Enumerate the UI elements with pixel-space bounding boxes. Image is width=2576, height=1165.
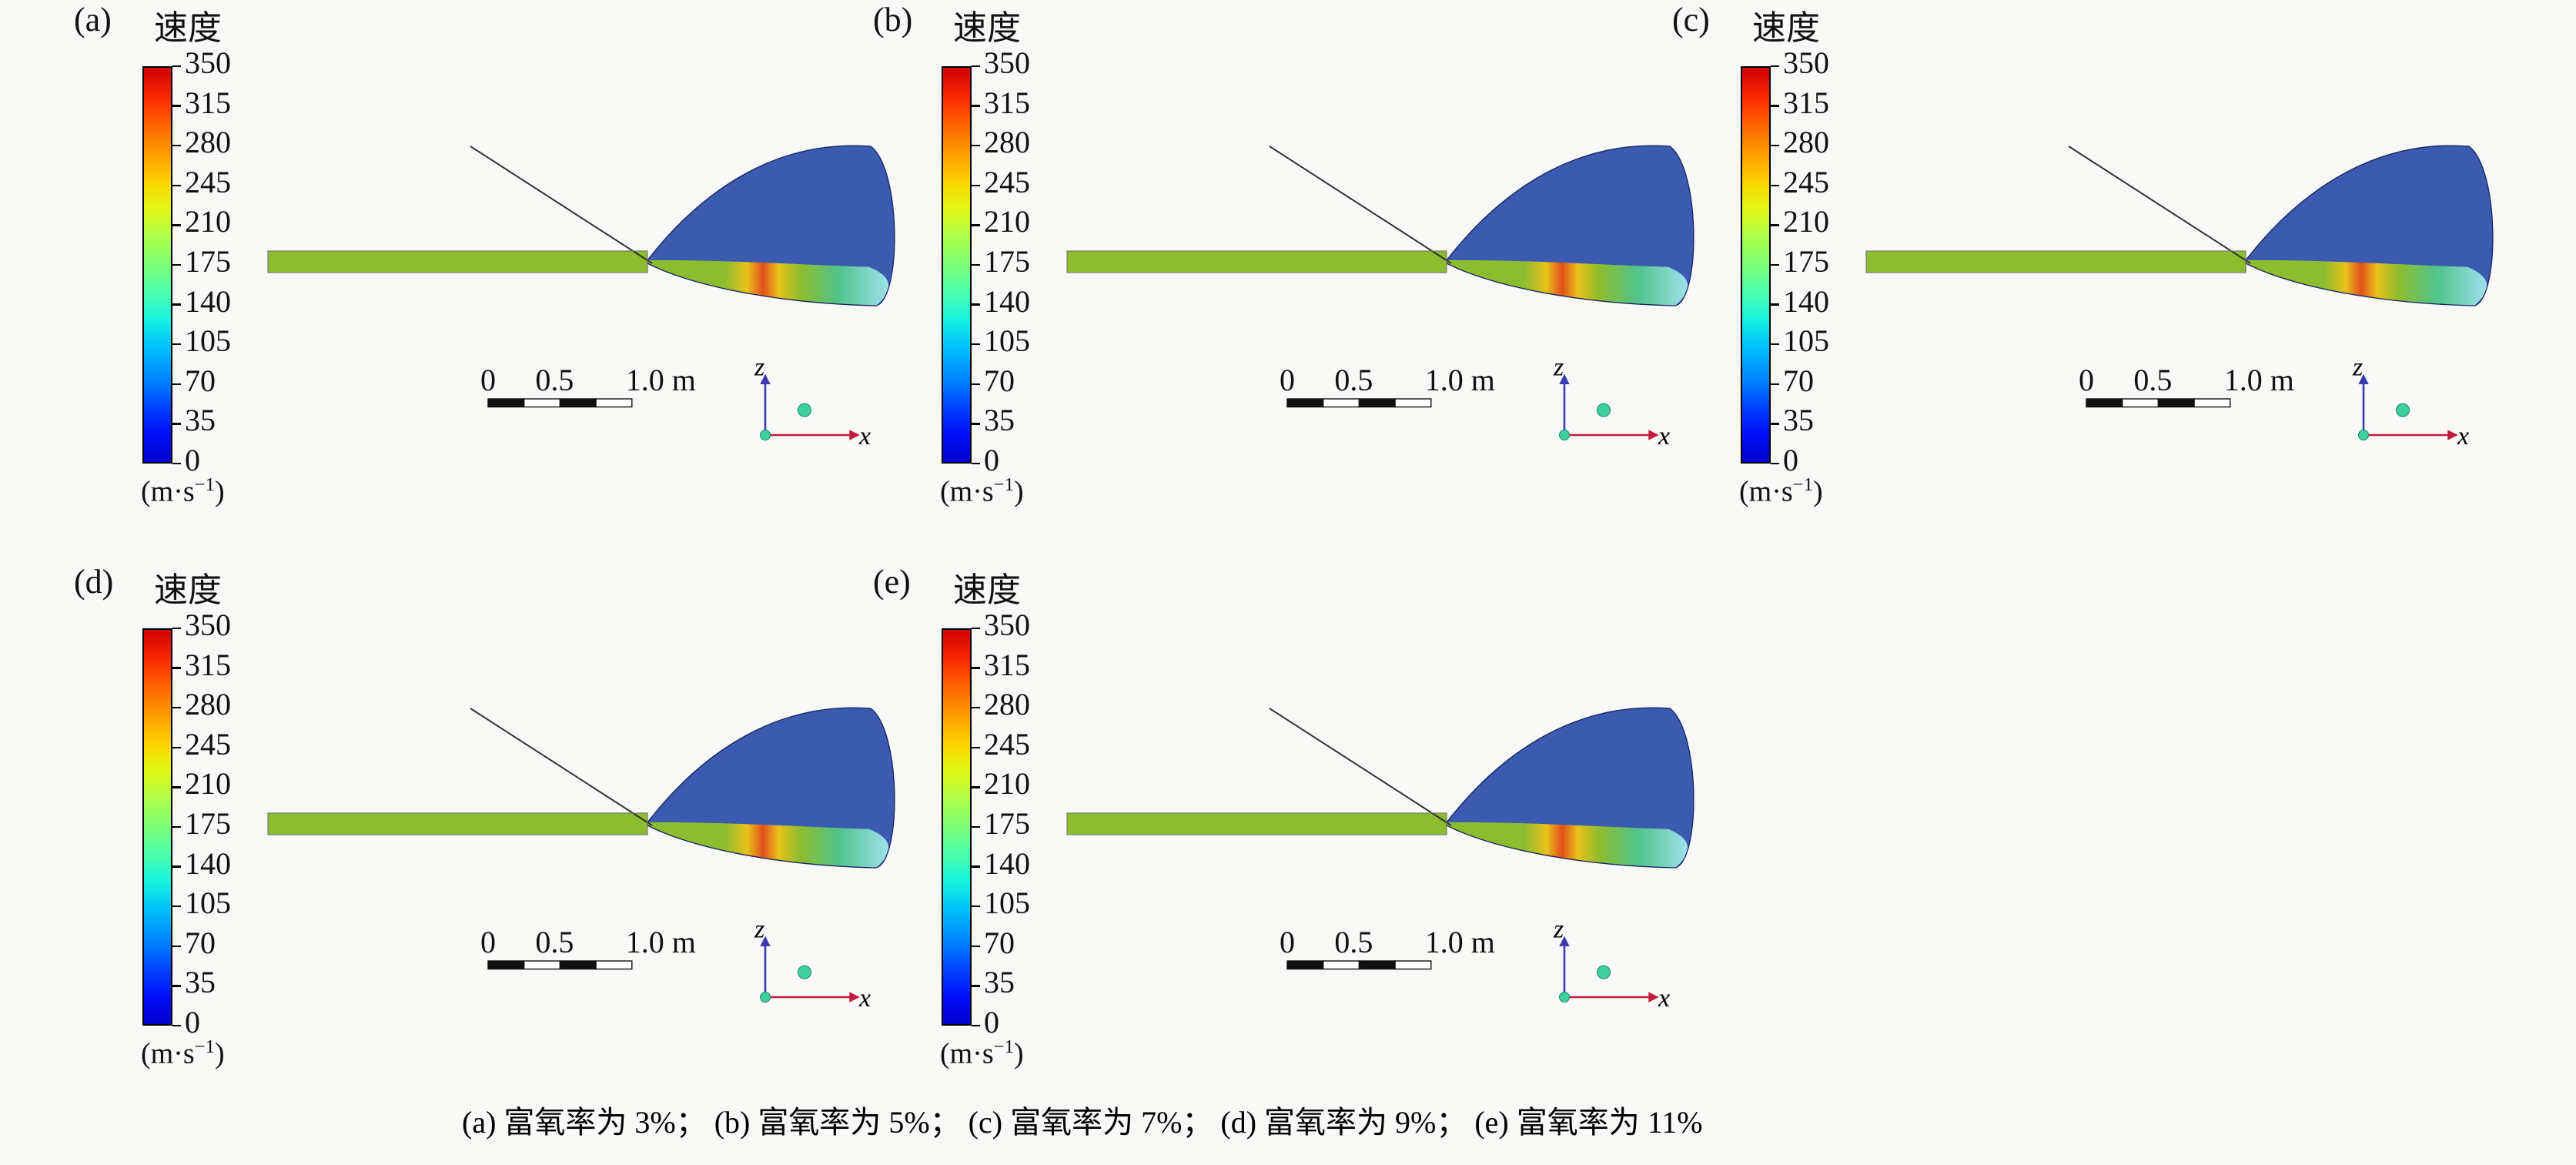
svg-text:x: x: [858, 984, 871, 1013]
svg-text:x: x: [858, 422, 871, 450]
svg-text:x: x: [2457, 422, 2469, 450]
svg-text:z: z: [2352, 353, 2363, 382]
svg-text:z: z: [1553, 916, 1564, 944]
svg-text:x: x: [1658, 422, 1670, 450]
svg-text:z: z: [754, 916, 764, 944]
svg-text:x: x: [1658, 984, 1670, 1013]
svg-text:z: z: [754, 353, 764, 382]
svg-text:z: z: [1553, 353, 1564, 382]
